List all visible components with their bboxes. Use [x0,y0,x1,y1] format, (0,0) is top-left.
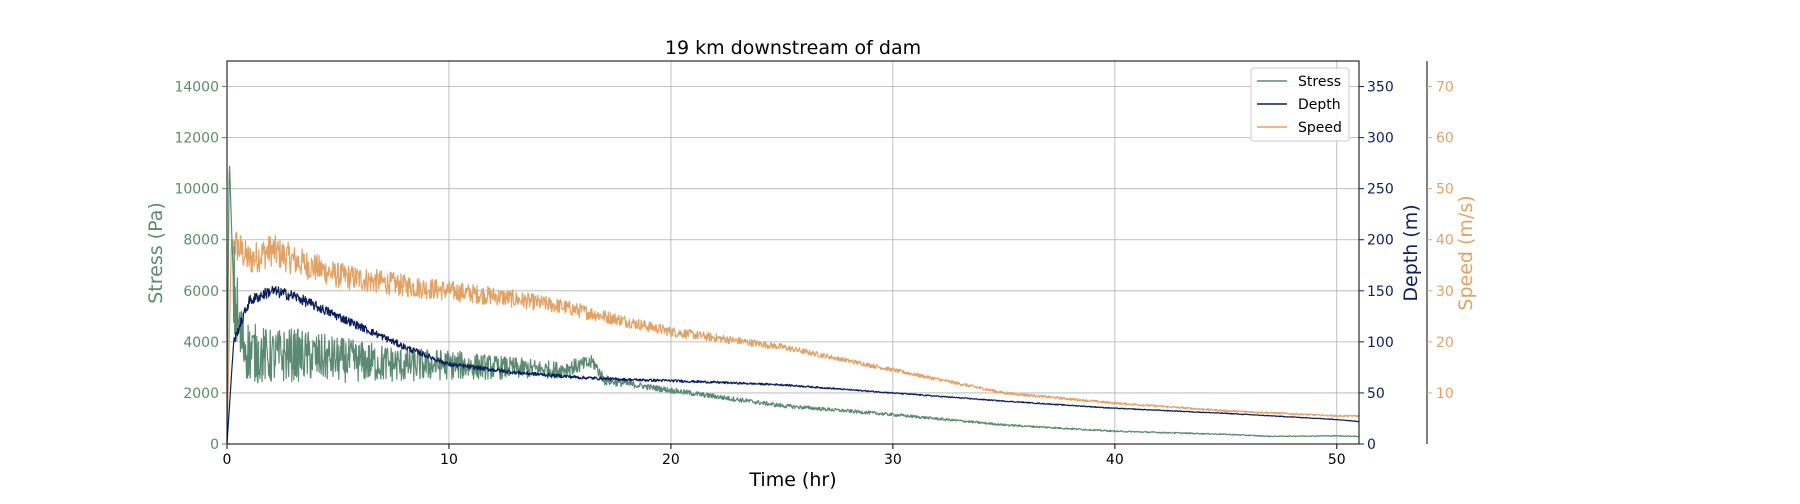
depth-tick-label: 200 [1367,233,1394,249]
x-tick-label: 30 [884,452,902,468]
legend-label-speed: Speed [1298,120,1342,136]
depth-tick-label: 300 [1367,131,1394,147]
depth-axis-label: Depth (m) [1400,204,1422,301]
legend-box [1250,67,1350,142]
depth-tick-label: 0 [1367,437,1376,453]
stress-tick-label: 10000 [174,182,219,198]
speed-tick-label: 50 [1436,182,1454,198]
x-tick-label: 0 [223,452,232,468]
chart-title: 19 km downstream of dam [665,37,921,59]
stress-tick-label: 6000 [183,284,219,300]
speed-tick-label: 10 [1436,386,1454,402]
series-line-speed [226,231,1360,445]
x-axis-label: Time (hr) [748,469,836,491]
depth-tick-label: 150 [1367,284,1394,300]
x-tick-label: 50 [1328,452,1346,468]
stress-tick-label: 8000 [183,233,219,249]
speed-axis-label: Speed (m/s) [1455,195,1477,310]
stress-tick-label: 2000 [183,386,219,402]
stress-tick-label: 4000 [183,335,219,351]
speed-tick-label: 70 [1436,80,1454,96]
stress-axis-label: Stress (Pa) [145,202,167,304]
stress-axis: 0 2000 4000 6000 8000 10000 12000 14000 [174,80,227,453]
x-tick-label: 10 [440,452,458,468]
speed-tick-label: 30 [1436,284,1454,300]
series-lines [226,165,1360,445]
speed-tick-label: 20 [1436,335,1454,351]
series-line-stress [226,165,1360,445]
legend-label-depth: Depth [1298,97,1341,113]
speed-axis: 10 20 30 40 50 60 70 [1426,61,1454,444]
depth-tick-label: 350 [1367,80,1394,96]
depth-tick-label: 50 [1367,386,1385,402]
depth-tick-label: 250 [1367,182,1394,198]
legend-label-stress: Stress [1298,74,1341,90]
plot-frame [226,60,1360,445]
stress-tick-label: 14000 [174,80,219,96]
x-tick-label: 40 [1106,452,1124,468]
depth-tick-label: 100 [1367,335,1394,351]
speed-tick-label: 40 [1436,233,1454,249]
legend: Stress Depth Speed [1250,67,1350,142]
stress-tick-label: 12000 [174,131,219,147]
x-tick-label: 20 [662,452,680,468]
depth-axis: 0 50 100 150 200 250 300 350 [1359,80,1394,453]
stress-tick-label: 0 [210,437,219,453]
x-axis: 0 10 20 30 40 50 [223,444,1346,468]
speed-tick-label: 60 [1436,131,1454,147]
series-line-depth [226,285,1360,445]
